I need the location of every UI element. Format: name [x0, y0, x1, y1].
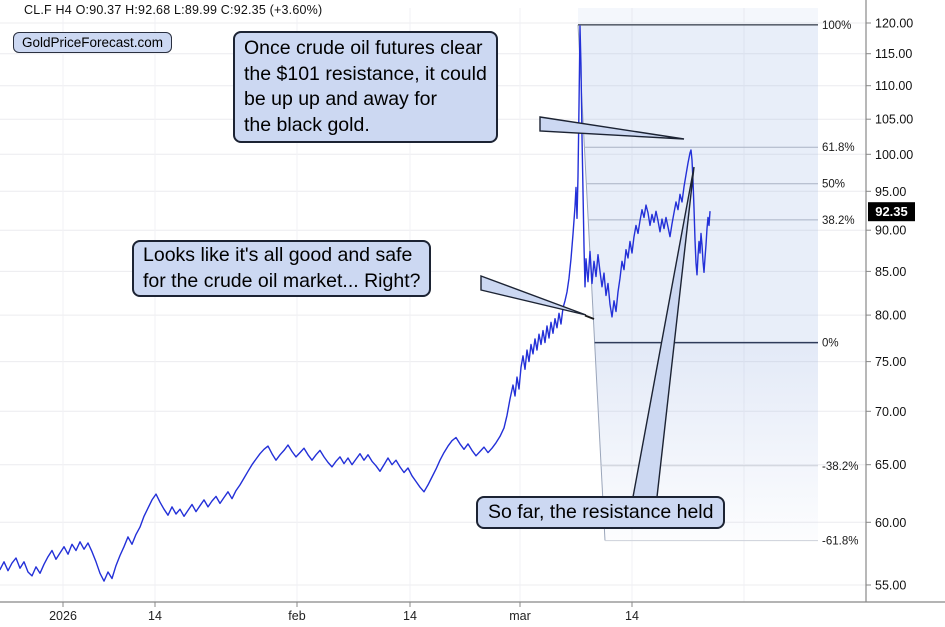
y-axis-label: 120.00 [875, 17, 913, 31]
x-axis-label: feb [288, 609, 305, 623]
fib-level-label: 0% [822, 338, 839, 350]
annotation-bottom[interactable]: So far, the resistance held [476, 496, 726, 529]
y-axis-label: 55.00 [875, 579, 906, 593]
svg-text:92.35: 92.35 [875, 204, 908, 219]
x-axis-label: mar [509, 609, 531, 623]
fib-level-label: 100% [822, 20, 851, 32]
middle-pointer [480, 274, 587, 316]
fib-level-label: 50% [822, 179, 845, 191]
annotation-top[interactable]: Once crude oil futures clear the $101 re… [233, 31, 498, 143]
top-pointer [539, 116, 685, 140]
y-axis-label: 60.00 [875, 516, 906, 530]
x-axis-label: 14 [625, 609, 639, 623]
callout-pointers [480, 116, 695, 498]
x-axis-label: 2026 [49, 609, 77, 623]
price-line [0, 25, 711, 582]
price-tag: 92.35 [868, 202, 915, 222]
y-axis-label: 95.00 [875, 185, 906, 199]
y-axis-label: 90.00 [875, 224, 906, 238]
x-axis-label: 14 [403, 609, 417, 623]
fib-level-label: 61.8% [822, 142, 855, 154]
y-axis-label: 105.00 [875, 113, 913, 127]
y-axis-label: 110.00 [875, 79, 912, 93]
annotation-middle[interactable]: Looks like it's all good and safe for th… [132, 240, 432, 297]
y-axis-label: 70.00 [875, 405, 906, 419]
fib-level-label: 38.2% [822, 215, 855, 227]
ticker-info: CL.F H4 O:90.37 H:92.68 L:89.99 C:92.35 … [24, 3, 323, 17]
y-axis-label: 100.00 [875, 148, 913, 162]
y-axis-label: 75.00 [875, 355, 906, 369]
y-axis-label: 85.00 [875, 265, 906, 279]
y-axis-label: 65.00 [875, 458, 906, 472]
fib-level-label: -38.2% [822, 461, 858, 473]
watermark-badge: GoldPriceForecast.com [13, 32, 173, 53]
fibonacci-retracement[interactable]: 100% 61.8% 50% 38.2% 0% -38.2% -61.8% [577, 8, 858, 548]
y-axis-label: 80.00 [875, 309, 906, 323]
x-axis-label: 14 [148, 609, 162, 623]
fib-level-label: -61.8% [822, 536, 858, 548]
y-axis-label: 115.00 [875, 47, 912, 61]
